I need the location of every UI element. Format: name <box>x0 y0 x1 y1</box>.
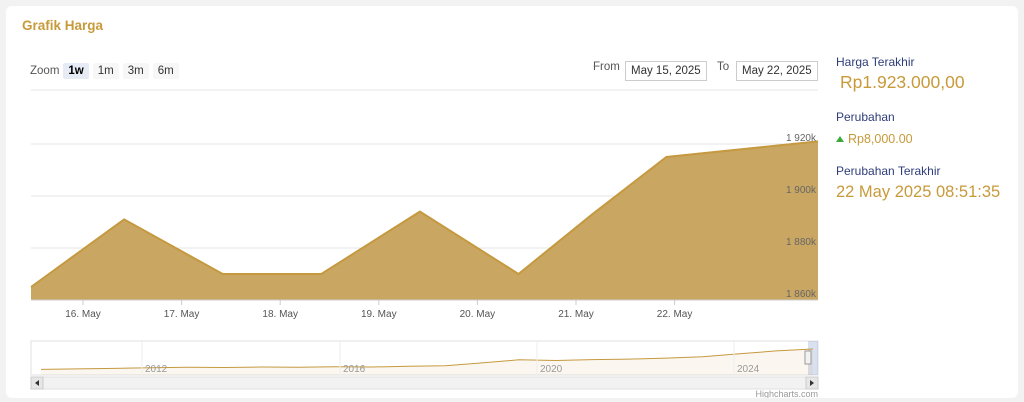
arrow-right-icon <box>810 380 814 386</box>
last-change-value: 22 May 2025 08:51:35 <box>836 183 1001 201</box>
x-tick-label: 21. May <box>558 309 594 320</box>
change-value: Rp8,000.00 <box>848 132 913 146</box>
price-line <box>30 140 819 288</box>
x-tick-label: 16. May <box>65 309 101 320</box>
x-tick-label: 22. May <box>657 309 693 320</box>
chart-card: Grafik Harga Zoom 1w 1m 3m 6m From May 1… <box>6 6 1018 398</box>
navigator-handle[interactable] <box>804 350 812 365</box>
to-label: To <box>717 61 730 73</box>
x-tick-label: 18. May <box>262 309 298 320</box>
chart-title: Grafik Harga <box>22 18 104 33</box>
arrow-left-icon <box>35 380 39 386</box>
zoom-3m-button[interactable]: 3m <box>122 63 149 79</box>
credits-link[interactable]: Highcharts.com <box>755 389 818 398</box>
y-tick-label: 1 900k <box>786 185 817 196</box>
from-date-input[interactable]: May 15, 2025 <box>625 61 707 81</box>
scrollbar-track[interactable] <box>30 376 819 390</box>
last-price-label: Harga Terakhir <box>836 55 915 69</box>
price-area <box>31 141 818 300</box>
zoom-6m-button[interactable]: 6m <box>152 63 179 79</box>
change-label: Perubahan <box>836 110 895 124</box>
x-tick-label: 17. May <box>164 309 200 320</box>
change-row: Rp8,000.00 <box>836 132 913 146</box>
zoom-1m-button[interactable]: 1m <box>92 63 119 79</box>
last-price-value: Rp1.923.000,00 <box>840 72 965 92</box>
y-tick-label: 1 860k <box>786 289 817 300</box>
y-tick-label: 1 920k <box>786 133 817 144</box>
x-tick-label: 19. May <box>361 309 397 320</box>
navigator-frame <box>30 340 819 376</box>
navigator-year-label: 2020 <box>540 364 563 375</box>
y-tick-label: 1 880k <box>786 237 817 248</box>
to-date-input[interactable]: May 22, 2025 <box>736 61 818 81</box>
zoom-1w-button[interactable]: 1w <box>63 63 89 79</box>
navigator-year-label: 2012 <box>145 364 168 375</box>
scroll-right-button[interactable] <box>805 376 819 390</box>
from-label: From <box>593 61 620 73</box>
navigator-year-label: 2016 <box>343 364 366 375</box>
last-change-label: Perubahan Terakhir <box>836 164 941 178</box>
zoom-label: Zoom <box>30 65 60 77</box>
zoom-group: Zoom 1w 1m 3m 6m <box>30 62 183 80</box>
navigator-area <box>41 349 813 375</box>
x-tick-label: 20. May <box>460 309 496 320</box>
navigator-selection <box>808 341 818 375</box>
scroll-left-button[interactable] <box>30 376 44 390</box>
arrow-up-icon <box>836 136 844 142</box>
navigator-year-label: 2024 <box>737 364 760 375</box>
navigator-line <box>40 348 814 370</box>
